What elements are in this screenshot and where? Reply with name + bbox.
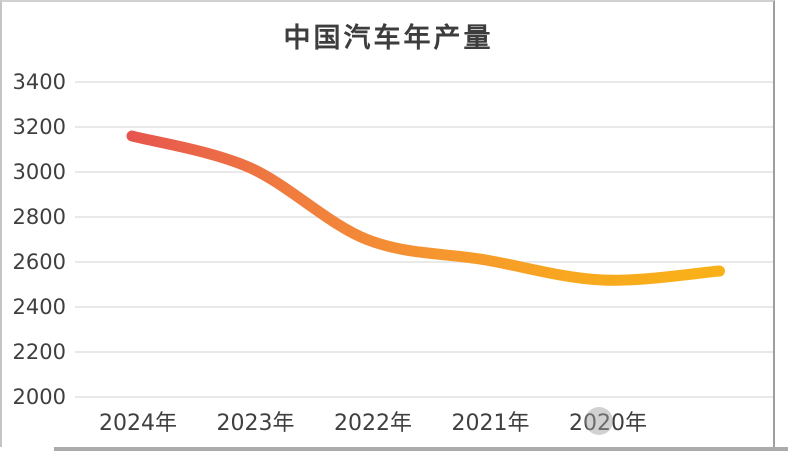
y-tick-label: 3200 bbox=[12, 115, 66, 139]
x-tick-label: 2023年 bbox=[216, 411, 295, 436]
y-tick-label: 2200 bbox=[12, 340, 66, 364]
line-chart bbox=[75, 81, 773, 398]
y-tick-label: 2000 bbox=[12, 385, 66, 409]
chart-title: 中国汽车年产量 bbox=[283, 23, 494, 54]
x-tick-label: 2021年 bbox=[451, 411, 530, 436]
card-bottom-edge bbox=[54, 447, 788, 451]
y-tick-label: 2400 bbox=[12, 295, 66, 319]
watermark-blob bbox=[585, 407, 613, 435]
y-tick-label: 3400 bbox=[12, 70, 66, 94]
production-line bbox=[126, 130, 725, 286]
x-tick-label: 2022年 bbox=[334, 411, 412, 436]
x-tick-label: 2020年 bbox=[569, 411, 647, 436]
y-tick-label: 2800 bbox=[12, 205, 66, 229]
chart-card: 中国汽车年产量 3400 3200 3000 2800 2600 2400 2200 2000… bbox=[0, 0, 775, 447]
x-tick-label: 2024年 bbox=[99, 411, 177, 436]
y-tick-label: 3000 bbox=[12, 160, 66, 184]
y-tick-label: 2600 bbox=[12, 250, 66, 274]
